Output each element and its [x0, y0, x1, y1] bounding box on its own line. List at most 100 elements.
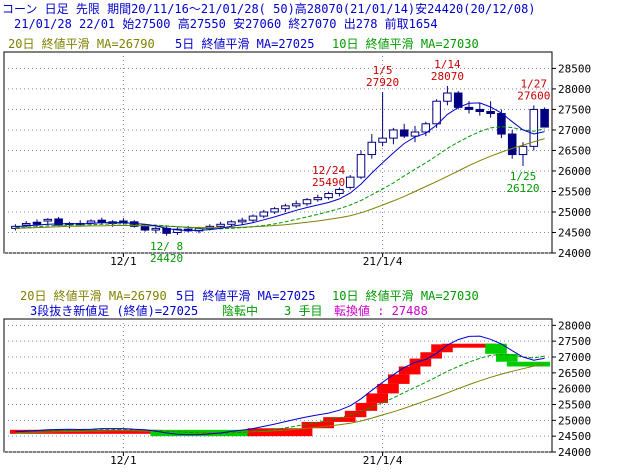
bottom-ytick-label-4: 26000: [558, 383, 591, 396]
bottom-legend-kagi: 3段抜き新値足 (終値)=27025: [30, 304, 199, 318]
bottom-ma5-line: [15, 335, 545, 436]
bottom-ytick-label-3: 25500: [558, 399, 591, 412]
bottom-ma20-line: [15, 363, 545, 434]
top-annotation-value-3: 27600: [517, 89, 550, 102]
top-annotation-date-4: 12/ 8: [150, 240, 183, 253]
top-legend-ma5: 5日 終値平滑 MA=27025: [175, 37, 315, 51]
top-candle-body-24: [270, 208, 279, 213]
top-candle-body-19: [216, 223, 225, 227]
top-candle-body-37: [410, 131, 420, 137]
top-candle-body-29: [324, 193, 333, 199]
top-annotation-date-1: 1/5: [373, 64, 393, 77]
top-ytick-label-9: 28500: [558, 62, 591, 75]
top-candle-body-34: [378, 137, 387, 143]
top-ytick-label-0: 24000: [558, 247, 591, 260]
top-candle-body-31: [345, 176, 355, 188]
top-candle-body-49: [540, 108, 549, 128]
top-candle-body-30: [335, 188, 344, 195]
top-candle-body-32: [356, 154, 366, 178]
top-ytick-label-4: 26000: [558, 165, 591, 178]
top-annotation-value-0: 25490: [312, 176, 345, 189]
top-ma10-line: [15, 126, 545, 230]
top-ytick-label-6: 27000: [558, 124, 591, 137]
top-ytick-label-5: 26500: [558, 144, 591, 157]
top-candle-body-2: [32, 221, 42, 225]
top-candlestick-chart: 24000 24500 25000 25500 26000 26500 27000 27500…: [3, 51, 591, 268]
top-candle-body-33: [367, 141, 377, 156]
bottom-kagi-block-17: [506, 361, 550, 367]
bottom-kagi-block-14: [442, 343, 496, 348]
top-candle-body-48: [529, 108, 539, 147]
bottom-xtick-label-0: 12/1: [110, 454, 137, 467]
top-ma5-line: [15, 102, 545, 231]
top-candle-body-1: [21, 222, 31, 226]
top-annotation-date-2: 1/14: [434, 58, 461, 71]
bottom-kagi-block-4: [323, 417, 356, 422]
top-annotation-date-0: 12/24: [312, 164, 345, 177]
top-candle-body-20: [227, 221, 236, 225]
top-xtick-label-1: 21/1/4: [363, 255, 403, 268]
bottom-kagi-block-5: [344, 410, 367, 418]
bottom-xtick-label-1: 21/1/4: [363, 454, 403, 467]
top-candle-body-7: [86, 220, 96, 224]
top-candle-body-46: [507, 133, 517, 156]
bottom-kagi-block-6: [355, 402, 378, 411]
bottom-kagi-block-13: [431, 344, 453, 353]
top-candle-body-21: [237, 219, 247, 223]
top-ytick-label-8: 28000: [558, 83, 591, 96]
top-candle-body-38: [421, 123, 431, 133]
chart-header-ohlc: 21/01/28 22/01 始27500 高27550 安27060 終270…: [14, 17, 438, 31]
bottom-ytick-label-5: 26500: [558, 367, 591, 380]
bottom-kagi-block-2: [247, 428, 313, 437]
top-candle-body-47: [518, 145, 528, 156]
top-candle-body-26: [291, 203, 301, 207]
bottom-ytick-label-7: 27500: [558, 335, 591, 348]
bottom-kagi-block-16: [496, 353, 518, 362]
bottom-kagi-block-3: [301, 421, 334, 429]
top-legend-ma20: 20日 終値平滑 MA=26790: [8, 37, 155, 51]
top-candle-body-41: [453, 92, 463, 108]
bottom-legend-state: 陰転中: [222, 304, 259, 318]
top-ytick-label-2: 25000: [558, 206, 591, 219]
bottom-legend-reversal: 転換値 : 27488: [334, 304, 428, 318]
top-candle-body-44: [486, 110, 495, 115]
bottom-kagi-block-15: [485, 343, 507, 354]
top-annotation-value-5: 26120: [506, 182, 539, 195]
bottom-kagi-block-10: [398, 366, 421, 375]
top-candle-body-12: [140, 225, 150, 231]
bottom-legend-ma10: 10日 終値平滑 MA=27030: [332, 289, 479, 303]
bottom-kagi-block-8: [377, 383, 399, 394]
bottom-ytick-label-2: 25000: [558, 414, 591, 427]
top-annotation-value-2: 28070: [431, 70, 464, 83]
chart-header-title: コーン 日足 先限 期間20/11/16～21/01/28( 50)高28070…: [2, 2, 536, 16]
top-annotation-value-4: 24420: [150, 252, 183, 265]
top-candle-body-42: [464, 106, 474, 110]
top-annotation-date-3: 1/27: [521, 77, 548, 90]
bottom-legend-count: 3 手目: [284, 304, 323, 318]
top-ytick-label-3: 25500: [558, 185, 591, 198]
top-candle-body-23: [259, 211, 269, 217]
top-candle-body-40: [443, 92, 452, 102]
top-plot-frame: [3, 51, 553, 254]
bottom-ma10-line: [15, 353, 545, 434]
top-xtick-label-0: 12/1: [110, 255, 137, 268]
top-candle-body-28: [313, 197, 323, 201]
top-candle-body-39: [432, 100, 441, 125]
top-candle-body-36: [399, 129, 409, 137]
top-legend-ma10: 10日 終値平滑 MA=27030: [332, 37, 479, 51]
top-ytick-label-7: 27500: [558, 103, 591, 116]
top-annotation-value-1: 27920: [366, 76, 399, 89]
bottom-kagi-block-0: [10, 429, 162, 434]
top-ytick-label-1: 24500: [558, 226, 591, 239]
top-candle-body-13: [151, 227, 161, 231]
bottom-legend-ma5: 5日 終値平滑 MA=27025: [176, 289, 316, 303]
top-candle-body-35: [389, 129, 398, 139]
bottom-ytick-label-6: 27000: [558, 351, 591, 364]
top-candle-body-27: [302, 199, 312, 205]
top-annotation-date-5: 1/25: [510, 170, 537, 183]
bottom-ytick-label-0: 24000: [558, 446, 591, 459]
bottom-legend-ma20: 20日 終値平滑 MA=26790: [20, 289, 167, 303]
top-candle-body-15: [173, 228, 182, 233]
top-ma20-line: [15, 138, 545, 229]
